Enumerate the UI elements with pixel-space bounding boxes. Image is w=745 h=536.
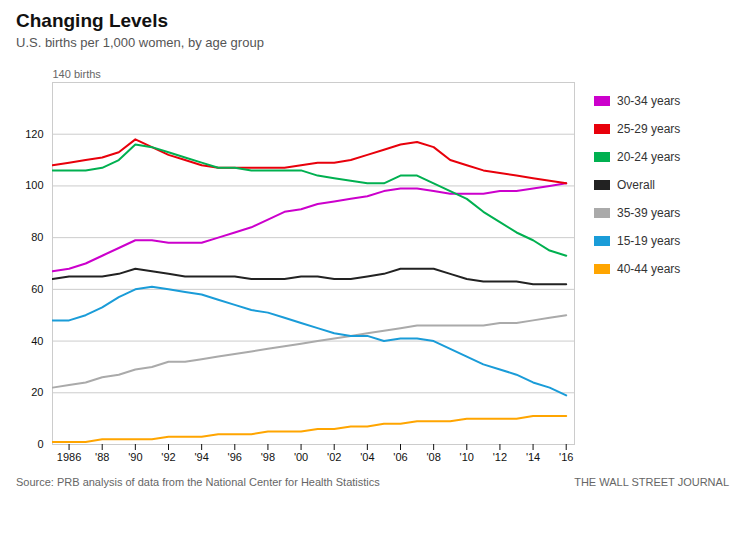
svg-text:140 births: 140 births <box>53 68 102 80</box>
svg-text:'92: '92 <box>161 451 175 463</box>
html-text:U.S. births per 1,000 women, b: U.S. births per 1,000 women, by age grou… <box>16 35 264 50</box>
html-text:Overall: Overall <box>617 178 655 192</box>
html-text:THE WALL STREET JOURNAL: THE WALL STREET JOURNAL <box>574 476 729 488</box>
svg-text:40: 40 <box>31 335 43 347</box>
svg-text:'16: '16 <box>559 451 573 463</box>
svg-text:1986: 1986 <box>57 451 81 463</box>
html-text:20-24 years: 20-24 years <box>617 150 681 164</box>
svg-text:100: 100 <box>25 179 43 191</box>
svg-text:'98: '98 <box>261 451 275 463</box>
svg-text:'04: '04 <box>360 451 374 463</box>
svg-text:'94: '94 <box>194 451 208 463</box>
svg-text:80: 80 <box>31 231 43 243</box>
svg-text:60: 60 <box>31 283 43 295</box>
svg-text:'00: '00 <box>294 451 308 463</box>
html-text:15-19 years: 15-19 years <box>617 234 681 248</box>
html-text:Source: PRB analysis of data f: Source: PRB analysis of data from the Na… <box>16 476 380 488</box>
svg-text:'14: '14 <box>526 451 540 463</box>
html-text:Changing Levels: Changing Levels <box>16 10 168 31</box>
svg-text:'12: '12 <box>493 451 507 463</box>
svg-text:120: 120 <box>25 128 43 140</box>
svg-text:'10: '10 <box>460 451 474 463</box>
html-text:25-29 years: 25-29 years <box>617 122 681 136</box>
svg-text:'90: '90 <box>128 451 142 463</box>
svg-text:'08: '08 <box>426 451 440 463</box>
svg-text:'02: '02 <box>327 451 341 463</box>
svg-text:'88: '88 <box>95 451 109 463</box>
svg-text:0: 0 <box>37 438 43 450</box>
html-text:30-34 years: 30-34 years <box>617 94 681 108</box>
svg-text:'96: '96 <box>228 451 242 463</box>
svg-text:20: 20 <box>31 386 43 398</box>
html-text:35-39 years: 35-39 years <box>617 206 681 220</box>
svg-text:'06: '06 <box>393 451 407 463</box>
html-text:40-44 years: 40-44 years <box>617 262 681 276</box>
